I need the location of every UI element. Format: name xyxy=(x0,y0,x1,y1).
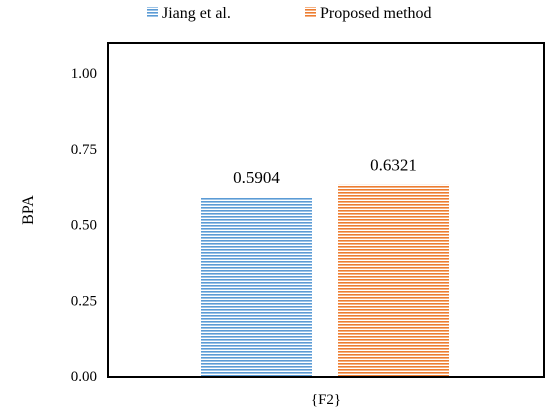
x-category-label: {F2} xyxy=(311,392,341,408)
y-tick-labels: 0.00 0.25 0.50 0.75 1.00 xyxy=(71,66,97,385)
y-tick-label: 0.50 xyxy=(71,218,97,234)
y-axis-title: BPA xyxy=(20,195,37,225)
legend-label-jiang: Jiang et al. xyxy=(162,5,231,22)
plot-area-frame xyxy=(107,42,545,378)
legend-label-proposed: Proposed method xyxy=(320,5,432,22)
y-tick-label: 0.25 xyxy=(71,293,97,309)
data-label-jiang: 0.5904 xyxy=(233,168,280,187)
legend-swatch-proposed xyxy=(305,7,316,18)
bars xyxy=(201,184,449,376)
legend: Jiang et al. Proposed method xyxy=(147,5,432,22)
legend-swatch-jiang xyxy=(147,7,158,18)
data-label-proposed: 0.6321 xyxy=(370,156,417,175)
bar-jiang xyxy=(201,197,312,376)
bar-proposed xyxy=(338,184,449,376)
data-labels: 0.5904 0.6321 xyxy=(233,156,417,188)
y-tick-label: 0.00 xyxy=(71,369,97,385)
y-tick-label: 0.75 xyxy=(71,142,97,158)
y-tick-label: 1.00 xyxy=(71,66,97,82)
